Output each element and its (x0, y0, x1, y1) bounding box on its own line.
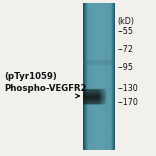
Text: Phospho-VEGFR2: Phospho-VEGFR2 (5, 84, 87, 93)
Text: (kD): (kD) (118, 17, 135, 26)
Text: (pTyr1059): (pTyr1059) (5, 72, 57, 81)
Text: --170: --170 (118, 98, 139, 107)
Text: --55: --55 (118, 27, 134, 37)
Text: --72: --72 (118, 45, 134, 54)
Text: --130: --130 (118, 84, 139, 93)
Text: --95: --95 (118, 63, 134, 72)
